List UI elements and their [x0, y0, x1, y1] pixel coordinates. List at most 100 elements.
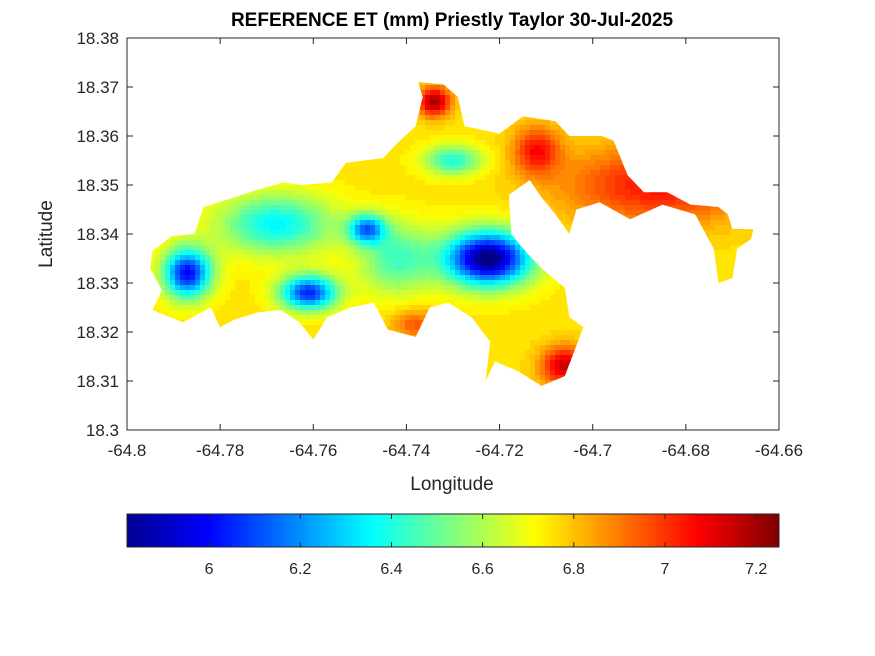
heat-cell — [415, 135, 421, 141]
heat-cell — [505, 155, 511, 161]
heat-cell — [190, 310, 196, 316]
heat-cell — [290, 255, 296, 261]
heat-cell — [265, 275, 271, 281]
heat-cell — [515, 170, 521, 176]
heat-cell — [530, 135, 536, 141]
heat-cell — [525, 120, 531, 126]
heat-cell — [400, 170, 406, 176]
heat-cell — [235, 230, 241, 236]
heat-cell — [505, 305, 511, 311]
heat-cell — [300, 320, 306, 326]
heat-cell — [450, 190, 456, 196]
heat-cell — [210, 245, 216, 251]
heat-cell — [355, 185, 361, 191]
heat-cell — [365, 220, 371, 226]
heat-cell — [215, 270, 221, 276]
heat-cell — [525, 175, 531, 181]
heat-cell — [445, 125, 451, 131]
heat-cell — [270, 185, 276, 191]
heat-cell — [515, 165, 521, 171]
heat-cell — [355, 230, 361, 236]
heat-cell — [265, 240, 271, 246]
heat-cell — [300, 185, 306, 191]
heat-cell — [510, 325, 516, 331]
heat-cell — [250, 290, 256, 296]
heat-cell — [410, 210, 416, 216]
heat-cell — [535, 155, 541, 161]
heat-cell — [420, 85, 426, 91]
heat-cell — [340, 240, 346, 246]
heat-cell — [515, 240, 521, 246]
heat-cell — [465, 275, 471, 281]
heat-cell — [215, 220, 221, 226]
heat-cell — [330, 185, 336, 191]
heat-cell — [485, 160, 491, 166]
heat-cell — [365, 295, 371, 301]
heat-cell — [180, 305, 186, 311]
heat-cell — [445, 265, 451, 271]
heat-cell — [295, 195, 301, 201]
heat-cell — [315, 325, 321, 331]
heat-cell — [425, 120, 431, 126]
heat-cell — [300, 225, 306, 231]
heat-cell — [425, 290, 431, 296]
heat-cell — [400, 205, 406, 211]
heat-cell — [360, 170, 366, 176]
heat-cell — [270, 255, 276, 261]
heat-cell — [225, 250, 231, 256]
heat-cell — [255, 215, 261, 221]
heat-cell — [300, 230, 306, 236]
heat-cell — [460, 175, 466, 181]
heat-cell — [340, 285, 346, 291]
heat-cell — [295, 245, 301, 251]
heat-cell — [355, 275, 361, 281]
heat-cell — [195, 225, 201, 231]
heat-cell — [170, 295, 176, 301]
heat-cell — [480, 185, 486, 191]
heat-cell — [430, 205, 436, 211]
heat-cell — [330, 235, 336, 241]
heat-cell — [500, 265, 506, 271]
heat-cell — [495, 235, 501, 241]
heat-cell — [480, 260, 486, 266]
heat-cell — [465, 155, 471, 161]
heat-cell — [460, 170, 466, 176]
heat-cell — [515, 305, 521, 311]
heat-cell — [290, 285, 296, 291]
heat-cell — [505, 350, 511, 356]
heat-cell — [380, 210, 386, 216]
heat-cell — [495, 205, 501, 211]
heat-cell — [480, 280, 486, 286]
heat-cell — [295, 225, 301, 231]
heat-cell — [410, 305, 416, 311]
heat-cell — [295, 220, 301, 226]
heat-cell — [310, 295, 316, 301]
heat-cell — [255, 240, 261, 246]
heat-cell — [465, 250, 471, 256]
heat-cell — [365, 240, 371, 246]
heat-cell — [430, 175, 436, 181]
heat-cell — [335, 190, 341, 196]
heat-cell — [380, 170, 386, 176]
heat-cell — [305, 320, 311, 326]
heat-cell — [505, 360, 511, 366]
heat-cell — [410, 145, 416, 151]
heat-cell — [500, 295, 506, 301]
heat-cell — [290, 305, 296, 311]
heat-cell — [390, 165, 396, 171]
heat-cell — [525, 335, 531, 341]
heat-cell — [270, 195, 276, 201]
heat-cell — [490, 160, 496, 166]
heat-cell — [470, 280, 476, 286]
heat-cell — [535, 330, 541, 336]
heat-cell — [470, 170, 476, 176]
heat-cell — [195, 230, 201, 236]
heat-cell — [500, 270, 506, 276]
heat-cell — [230, 285, 236, 291]
heat-cell — [455, 200, 461, 206]
heat-cell — [230, 305, 236, 311]
heat-cell — [425, 130, 431, 136]
heat-cell — [290, 205, 296, 211]
heat-cell — [435, 240, 441, 246]
heat-cell — [520, 265, 526, 271]
